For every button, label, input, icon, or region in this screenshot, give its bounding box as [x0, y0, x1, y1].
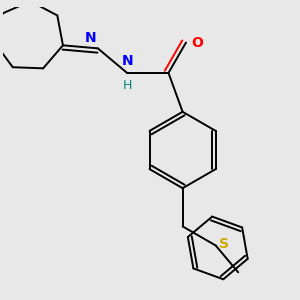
Text: N: N	[121, 54, 133, 68]
Text: H: H	[122, 79, 132, 92]
Text: O: O	[191, 36, 203, 50]
Text: N: N	[85, 31, 96, 45]
Text: S: S	[219, 237, 229, 251]
